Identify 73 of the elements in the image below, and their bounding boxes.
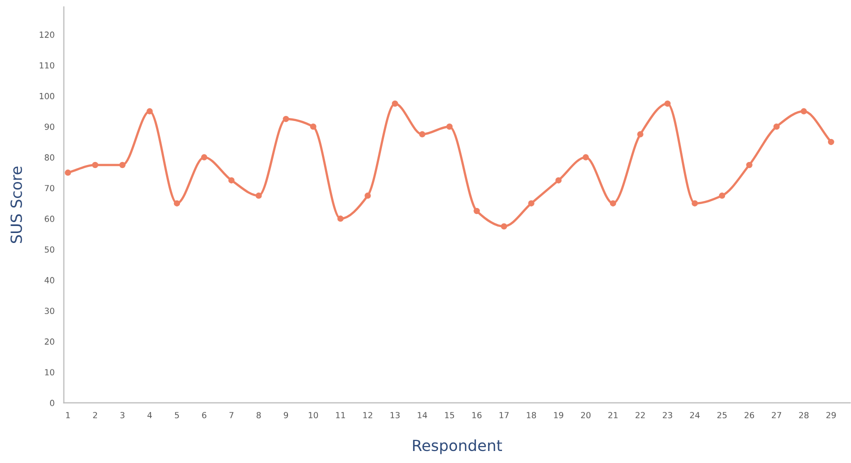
x-tick-label: 12 [363,412,372,418]
point [92,162,98,168]
y-tick-label: 80 [44,154,54,161]
x-tick-label: 20 [581,412,591,418]
x-tick-label: 7 [229,412,234,418]
point [146,108,153,114]
x-tick-label: 29 [826,412,836,418]
x-tick-label: 9 [284,412,288,418]
x-tick-label: 8 [256,412,261,418]
x-tick-label: 3 [120,412,124,418]
x-tick-label: 18 [526,412,536,418]
point [610,200,616,206]
x-tick-label: 15 [445,412,454,418]
y-tick-label: 90 [44,124,54,130]
point [282,116,290,122]
x-tick-label: 13 [390,412,400,418]
point [364,192,371,199]
point [119,162,126,168]
point [555,177,562,184]
point [718,192,726,199]
x-tick-label: 21 [608,412,618,418]
point [800,108,807,114]
x-tick-label: 2 [93,412,97,418]
y-tick-label: 100 [40,92,54,100]
point [664,100,671,107]
point [174,200,180,206]
point [446,124,453,130]
point [500,223,508,230]
point [201,154,208,160]
x-tick-label: 17 [500,412,509,418]
point [337,216,344,222]
point [746,162,752,168]
x-tick-label: 14 [418,412,428,418]
point [828,138,834,146]
point [773,124,780,130]
point [692,200,698,206]
point [392,100,398,107]
y-tick-label: 40 [44,277,54,284]
point [256,192,262,199]
y-tick-label: 30 [44,308,54,314]
y-tick-label: 70 [44,184,54,192]
y-tick-label: 110 [40,62,54,69]
x-tick-label: 22 [636,412,645,418]
x-tick-label: 11 [336,412,345,418]
point [582,154,589,160]
x-tick-label: 1 [66,412,70,418]
x-tick-label: 24 [690,412,700,418]
y-tick-label: 0 [50,400,54,406]
x-tick-label: 25 [717,412,727,418]
x-tick-label: 26 [744,412,754,418]
y-axis-title: SUS Score [10,166,22,243]
point [528,200,534,206]
point [637,131,644,138]
y-tick-label: 50 [44,246,54,253]
point [474,208,480,214]
y-tick-label: 120 [40,32,54,38]
x-tick-label: 27 [772,412,782,418]
point [228,177,235,184]
x-tick-label: 4 [147,412,152,418]
point [419,131,426,138]
y-tick-label: 20 [44,338,54,345]
x-tick-label: 10 [308,412,318,418]
x-tick-label: 19 [554,412,564,418]
y-tick-label: 60 [44,216,54,222]
point [64,170,72,176]
x-tick-label: 23 [662,412,672,418]
y-tick-label: 10 [45,369,54,376]
x-tick-label: 5 [174,412,179,418]
point [310,124,316,130]
x-axis-title: Respondent [413,439,502,454]
x-tick-label: 6 [202,412,206,418]
x-tick-label: 28 [799,412,809,418]
x-tick-label: 16 [472,412,482,418]
